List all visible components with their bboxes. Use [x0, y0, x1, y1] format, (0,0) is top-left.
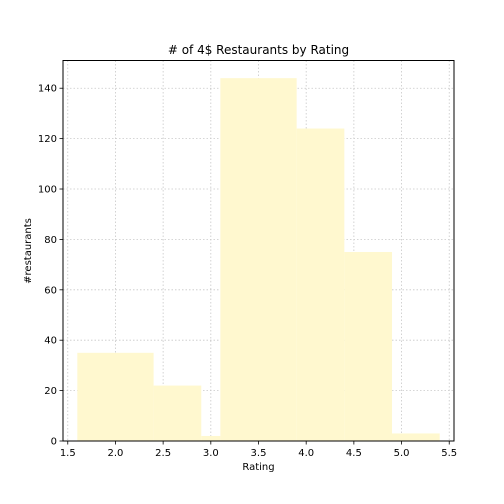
y-axis-ticks: 0 20 40 60 80 100 120 140	[38, 84, 63, 448]
bars-layer	[77, 78, 440, 442]
x-tick-label: 4.0	[298, 448, 314, 459]
y-tick-label: 20	[44, 386, 57, 397]
x-tick-label: 5.0	[394, 448, 410, 459]
x-tick-label: 2.0	[107, 448, 123, 459]
x-tick-label: 5.5	[441, 448, 457, 459]
histogram-bar	[77, 352, 154, 441]
histogram-bar	[296, 128, 345, 441]
histogram-bar	[201, 435, 221, 441]
histogram-bar	[153, 385, 202, 441]
x-tick-label: 2.5	[155, 448, 171, 459]
histogram-bar	[392, 433, 440, 441]
y-tick-label: 120	[38, 134, 57, 145]
y-tick-label: 80	[44, 235, 57, 246]
x-axis-ticks: 1.5 2.0 2.5 3.0 3.5 4.0 4.5 5.0 5.5	[60, 441, 457, 459]
x-axis-title: Rating	[242, 462, 274, 473]
y-tick-label: 0	[51, 437, 57, 448]
histogram-bar	[344, 252, 393, 441]
x-tick-label: 3.0	[203, 448, 219, 459]
x-tick-label: 1.5	[60, 448, 76, 459]
x-tick-label: 4.5	[346, 448, 362, 459]
y-tick-label: 40	[44, 336, 57, 347]
x-tick-label: 3.5	[251, 448, 267, 459]
y-axis-title: #restaurants	[23, 218, 34, 284]
y-tick-label: 140	[38, 84, 57, 95]
chart-title: # of 4$ Restaurants by Rating	[168, 43, 349, 57]
histogram-bar	[220, 78, 297, 442]
y-tick-label: 60	[44, 285, 57, 296]
y-tick-label: 100	[38, 185, 57, 196]
